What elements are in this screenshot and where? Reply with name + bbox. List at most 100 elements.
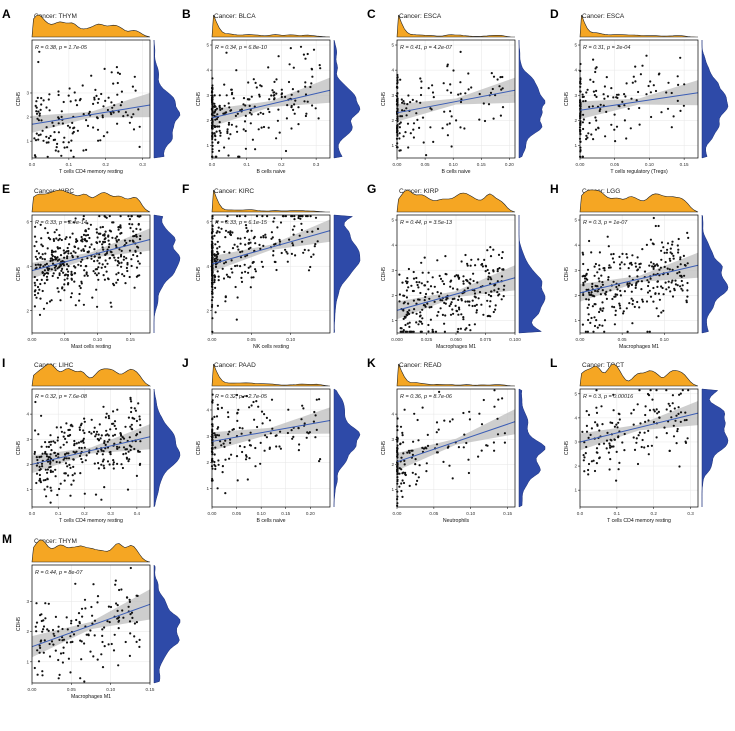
plot-border xyxy=(211,39,331,159)
data-point xyxy=(224,296,227,299)
data-point xyxy=(226,131,229,135)
data-point xyxy=(402,471,405,474)
data-point xyxy=(130,423,133,426)
data-point xyxy=(44,468,47,471)
data-point xyxy=(636,275,639,278)
data-point xyxy=(641,64,644,67)
plot-area xyxy=(32,40,150,158)
data-point xyxy=(213,279,216,282)
data-point xyxy=(471,299,474,302)
data-point xyxy=(406,277,409,280)
data-point xyxy=(97,433,100,436)
data-point xyxy=(211,86,214,89)
confidence-band xyxy=(397,77,515,122)
data-point xyxy=(408,330,411,333)
data-point xyxy=(415,112,418,115)
data-point xyxy=(306,215,309,218)
data-point xyxy=(107,246,110,249)
data-point xyxy=(293,103,296,106)
data-point xyxy=(594,70,597,74)
data-point xyxy=(128,444,131,447)
data-point xyxy=(446,65,449,68)
data-point xyxy=(651,242,654,245)
data-point xyxy=(254,242,257,245)
data-point xyxy=(35,630,38,633)
data-point xyxy=(47,137,51,140)
data-point xyxy=(660,249,663,252)
data-point xyxy=(112,467,115,470)
data-point xyxy=(245,454,248,457)
data-point xyxy=(39,223,42,226)
data-point xyxy=(59,299,62,302)
data-point xyxy=(498,267,501,270)
data-point xyxy=(225,111,228,114)
data-point xyxy=(224,439,227,442)
y-density-curve xyxy=(518,388,546,508)
data-point xyxy=(59,482,62,485)
data-point xyxy=(584,452,587,455)
data-point xyxy=(113,104,116,107)
data-point xyxy=(111,236,114,239)
data-point xyxy=(451,418,454,421)
data-point xyxy=(39,282,42,286)
data-point xyxy=(124,640,127,644)
data-point xyxy=(139,252,142,255)
data-point xyxy=(138,274,141,277)
panel-title: Cancer: ESCA xyxy=(582,13,625,20)
data-point xyxy=(109,450,112,454)
data-point xyxy=(630,290,633,293)
data-point xyxy=(264,233,267,236)
data-point xyxy=(78,292,81,296)
data-point xyxy=(128,654,131,658)
data-point xyxy=(398,126,401,129)
data-point xyxy=(220,227,223,230)
y-tick-label: 3 xyxy=(391,93,394,98)
data-point xyxy=(90,432,93,435)
data-point xyxy=(658,416,661,419)
data-point xyxy=(104,416,107,419)
data-point xyxy=(57,677,60,680)
data-point xyxy=(82,441,85,444)
y-tick-label: 3 xyxy=(574,93,577,98)
data-point xyxy=(216,113,219,116)
data-point xyxy=(54,475,57,478)
y-density-curve xyxy=(333,388,361,507)
data-point xyxy=(72,250,75,253)
data-point xyxy=(420,261,423,264)
data-point xyxy=(38,50,41,53)
regression-line xyxy=(31,603,151,648)
data-point xyxy=(216,258,219,261)
panel-letter: A xyxy=(2,7,11,21)
data-point xyxy=(36,117,39,120)
data-point xyxy=(462,275,465,278)
data-point xyxy=(83,598,87,601)
data-point xyxy=(402,452,405,455)
x-axis-label: Mast cells resting xyxy=(71,344,111,350)
data-point xyxy=(130,258,133,261)
panel-letter: J xyxy=(182,356,189,370)
data-point xyxy=(218,129,221,132)
y-density-curve xyxy=(153,214,181,333)
data-point xyxy=(257,405,260,408)
data-point xyxy=(467,72,470,75)
x-tick-label: 0.3 xyxy=(687,511,694,516)
data-point xyxy=(41,257,44,260)
data-point xyxy=(35,110,38,113)
data-point xyxy=(117,271,120,274)
data-point xyxy=(581,93,584,96)
data-point xyxy=(592,294,595,297)
data-point xyxy=(115,66,118,69)
data-point xyxy=(230,93,234,96)
data-point xyxy=(486,268,489,272)
data-point xyxy=(292,244,295,247)
data-point xyxy=(38,112,41,115)
data-point xyxy=(56,142,59,145)
data-point xyxy=(51,258,55,261)
data-point xyxy=(319,67,322,70)
data-point xyxy=(408,325,411,328)
data-point xyxy=(219,440,222,443)
data-point xyxy=(214,434,217,437)
data-point xyxy=(630,283,634,286)
data-point xyxy=(101,114,104,117)
